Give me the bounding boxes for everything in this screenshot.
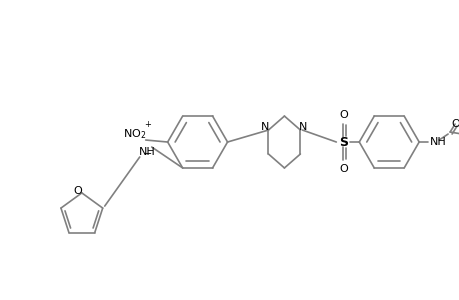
Text: NO$_2$: NO$_2$ [123,127,146,141]
Text: N: N [261,122,269,132]
Text: O: O [73,186,82,196]
Text: O: O [338,164,347,174]
Text: +: + [144,120,151,129]
Text: N: N [298,122,307,132]
Text: O: O [451,119,459,129]
Text: NH: NH [139,147,156,157]
Text: NH: NH [429,137,446,147]
Text: O: O [338,110,347,120]
Text: S: S [338,136,347,148]
Text: −: − [143,149,151,159]
